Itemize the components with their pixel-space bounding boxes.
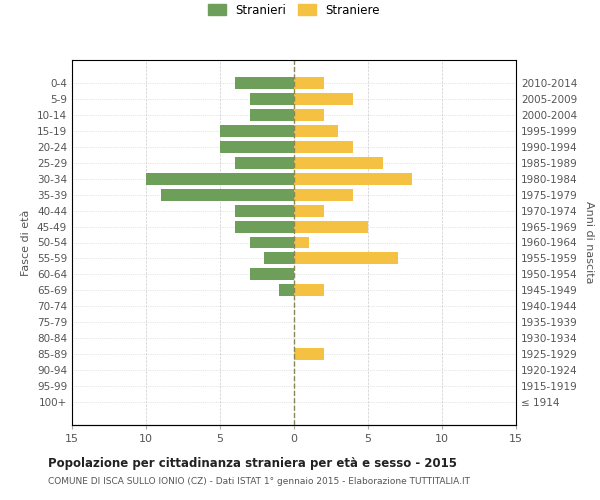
Bar	[294, 108, 323, 120]
Bar	[161, 188, 294, 200]
Bar	[294, 236, 309, 248]
Bar	[294, 252, 398, 264]
Bar	[279, 284, 294, 296]
Bar	[250, 108, 294, 120]
Bar	[294, 348, 323, 360]
Bar	[294, 124, 338, 136]
Bar	[220, 124, 294, 136]
Bar	[294, 172, 412, 184]
Bar	[146, 172, 294, 184]
Bar	[250, 92, 294, 104]
Bar	[294, 204, 323, 216]
Y-axis label: Anni di nascita: Anni di nascita	[584, 201, 594, 284]
Text: Popolazione per cittadinanza straniera per età e sesso - 2015: Popolazione per cittadinanza straniera p…	[48, 458, 457, 470]
Bar	[250, 236, 294, 248]
Bar	[294, 92, 353, 104]
Bar	[235, 204, 294, 216]
Legend: Stranieri, Straniere: Stranieri, Straniere	[205, 0, 383, 20]
Bar	[294, 284, 323, 296]
Bar	[294, 76, 323, 88]
Bar	[250, 268, 294, 280]
Bar	[220, 140, 294, 152]
Bar	[235, 156, 294, 168]
Bar	[265, 252, 294, 264]
Bar	[294, 220, 368, 232]
Bar	[235, 76, 294, 88]
Y-axis label: Fasce di età: Fasce di età	[22, 210, 31, 276]
Text: COMUNE DI ISCA SULLO IONIO (CZ) - Dati ISTAT 1° gennaio 2015 - Elaborazione TUTT: COMUNE DI ISCA SULLO IONIO (CZ) - Dati I…	[48, 478, 470, 486]
Bar	[294, 188, 353, 200]
Bar	[294, 140, 353, 152]
Bar	[294, 156, 383, 168]
Bar	[235, 220, 294, 232]
